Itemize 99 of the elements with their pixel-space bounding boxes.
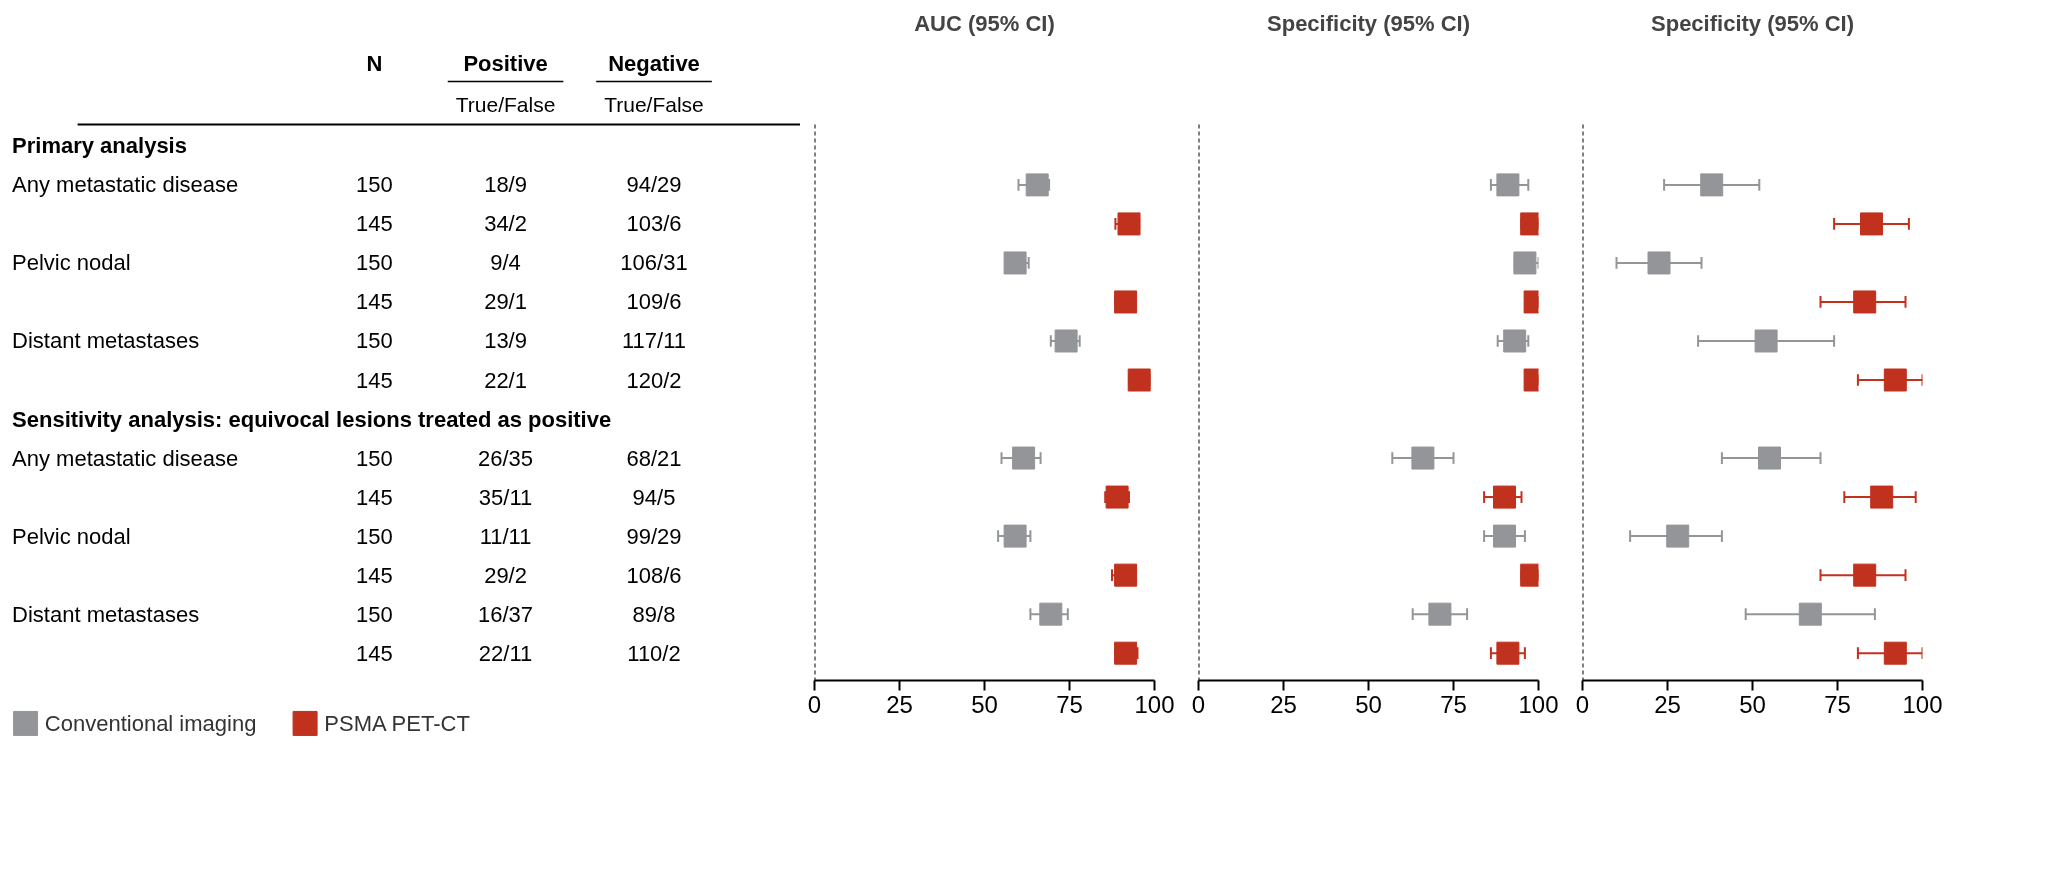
legend-label: Conventional imaging [44,710,257,736]
point [1025,173,1049,197]
x-tick-label: 25 [886,690,913,718]
point [1853,290,1877,314]
text: 22/1 [484,367,527,393]
text: 18/9 [484,172,527,198]
x-tick-label: 75 [1824,690,1851,718]
text: 22/11 [478,640,533,666]
point [1700,173,1724,197]
point [1860,212,1883,236]
text: 68/21 [626,445,682,471]
category-label: Any metastatic disease [12,445,239,471]
point [1003,524,1027,548]
text: 120/2 [626,367,682,393]
text: 106/31 [620,250,688,276]
point [1411,446,1435,470]
text: 34/2 [484,211,527,237]
point [1114,641,1138,665]
point [1870,485,1894,509]
category-label: Negative [608,51,700,77]
point [1853,563,1877,587]
text: 110/2 [627,640,681,666]
text: 109/6 [626,289,682,315]
text: 103/6 [626,211,682,237]
category-label: Primary analysis [12,133,187,159]
category-label: Distant metastases [12,328,200,354]
text: 99/29 [626,523,682,549]
point [1754,329,1778,353]
category-label: Pelvic nodal [12,523,131,549]
chart-title: Specificity (95% CI) [1651,10,1854,36]
x-tick-label: 50 [1739,690,1766,718]
text: 94/5 [632,484,676,510]
point [1758,446,1781,470]
text: 108/6 [626,562,682,588]
category-label: Sensitivity analysis: equivocal lesions treated as positive [12,406,612,432]
point [1012,446,1036,470]
x-tick-label: 25 [1654,690,1681,718]
text: 150 [356,601,393,627]
category-label: Positive [463,51,548,77]
text: 145 [356,484,393,510]
text: 150 [356,250,393,276]
text: 145 [356,640,393,666]
x-tick-label: 0 [1191,690,1206,718]
point [1883,368,1907,392]
text: 29/1 [484,289,527,315]
point [1493,524,1516,548]
text: 11/11 [479,523,532,549]
x-tick-label: 50 [971,690,998,718]
text: 35/11 [478,484,533,510]
category-label: Distant metastases [12,601,200,627]
text: 145 [356,289,393,315]
text: 150 [356,328,393,354]
text: 150 [356,445,393,471]
text: 16/37 [478,601,534,627]
x-tick-label: 0 [1575,690,1590,718]
text: 145 [356,367,393,393]
point [1114,563,1138,587]
x-tick-label: 100 [1134,690,1175,718]
point [1883,641,1907,665]
chart-title: Specificity (95% CI) [1267,10,1470,36]
text: 26/35 [478,445,534,471]
chart-title: AUC (95% CI) [914,10,1055,36]
x-tick-label: 75 [1056,690,1083,718]
point [1666,524,1690,548]
text: 9/4 [490,250,521,276]
text: 145 [356,211,393,237]
point [1503,329,1527,353]
text: 117/11 [621,328,687,354]
x-tick-label: 50 [1355,690,1382,718]
category-label: N [366,51,383,77]
point [1054,329,1078,353]
point [1117,212,1141,236]
text: 89/8 [632,601,676,627]
legend-label: PSMA PET-CT [324,710,470,736]
point [1114,290,1138,314]
point [1039,602,1063,626]
text: 29/2 [484,562,527,588]
category-label: Any metastatic disease [12,172,239,198]
x-tick-label: 100 [1902,690,1943,718]
point [1493,485,1516,509]
text: 150 [356,523,393,549]
text: 94/29 [626,172,682,198]
category-label: Pelvic nodal [12,250,131,276]
point [1428,602,1452,626]
point [1105,485,1129,509]
point [1496,173,1520,197]
point [1798,602,1822,626]
point [1647,251,1671,275]
text: True/False [604,93,704,117]
point [1496,641,1520,665]
text: True/False [455,93,556,117]
point [1003,251,1027,275]
text: 150 [356,172,393,198]
x-tick-label: 25 [1270,690,1297,718]
text: 13/9 [484,328,527,354]
text: 145 [356,562,393,588]
x-tick-label: 75 [1440,690,1467,718]
x-tick-label: 100 [1518,690,1559,718]
x-tick-label: 0 [807,690,822,718]
